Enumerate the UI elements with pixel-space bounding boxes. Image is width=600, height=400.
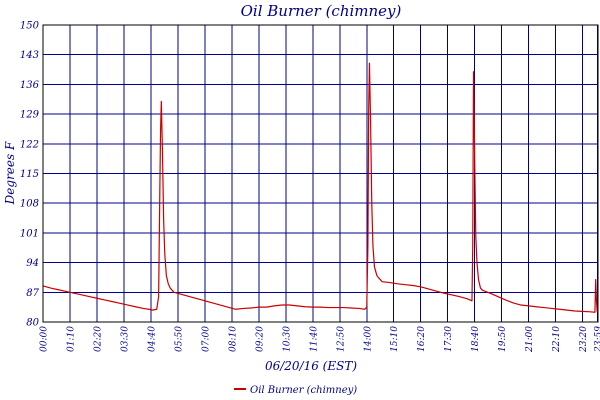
x-tick-label: 16:20 xyxy=(417,326,427,352)
y-tick-label: 122 xyxy=(20,139,39,150)
x-tick-label: 23:59 xyxy=(594,326,600,353)
y-tick-label: 143 xyxy=(20,50,39,61)
y-axis-label: Degrees F xyxy=(3,141,17,205)
x-axis-label: 06/20/16 (EST) xyxy=(265,359,357,373)
y-tick-label: 115 xyxy=(20,169,39,180)
series-line-oil-burner xyxy=(42,62,598,313)
x-tick-label: 21:00 xyxy=(525,326,535,353)
x-tick-label: 09:20 xyxy=(255,326,265,352)
x-tick-label: 04:40 xyxy=(147,326,157,352)
legend-entry: Oil Burner (chimney) xyxy=(250,385,357,396)
x-tick-label: 03:30 xyxy=(120,326,130,352)
y-tick-label: 80 xyxy=(26,318,39,329)
x-tick-label: 23:20 xyxy=(579,326,589,353)
y-tick-label: 94 xyxy=(26,258,39,269)
x-tick-labels: 00:00 01:10 02:20 03:30 04:40 05:50 07:00 08:10… xyxy=(40,326,600,353)
y-tick-label: 87 xyxy=(26,288,39,299)
y-tick-label: 129 xyxy=(20,110,40,121)
x-tick-label: 14:00 xyxy=(363,326,373,352)
x-tick-label: 05:50 xyxy=(174,326,184,352)
x-tick-label: 10:30 xyxy=(282,326,292,352)
legend: Oil Burner (chimney) xyxy=(234,385,357,396)
x-tick-label: 07:00 xyxy=(201,326,211,352)
x-tick-label: 18:40 xyxy=(471,326,481,352)
x-tick-label: 11:40 xyxy=(309,326,319,352)
y-tick-label: 136 xyxy=(20,80,40,91)
y-tick-label: 150 xyxy=(20,21,40,32)
chart-title: Oil Burner (chimney) xyxy=(241,2,402,20)
y-tick-labels: 80 87 94 101 108 115 122 129 136 143 150 xyxy=(20,21,40,329)
x-tick-label: 01:10 xyxy=(66,326,76,352)
x-tick-label: 15:10 xyxy=(390,326,400,352)
plot-frame xyxy=(42,24,599,323)
x-tick-label: 17:30 xyxy=(444,326,454,352)
x-tick-label: 19:50 xyxy=(498,326,508,352)
x-tick-label: 12:50 xyxy=(336,326,346,352)
grid-lines xyxy=(42,24,599,323)
y-tick-label: 108 xyxy=(20,199,39,210)
x-tick-label: 00:00 xyxy=(40,326,50,352)
x-tick-label: 22:10 xyxy=(552,326,562,353)
series-group xyxy=(42,62,598,313)
x-tick-label: 02:20 xyxy=(93,326,103,352)
x-tick-label: 08:10 xyxy=(228,326,238,352)
y-tick-label: 101 xyxy=(20,228,39,239)
